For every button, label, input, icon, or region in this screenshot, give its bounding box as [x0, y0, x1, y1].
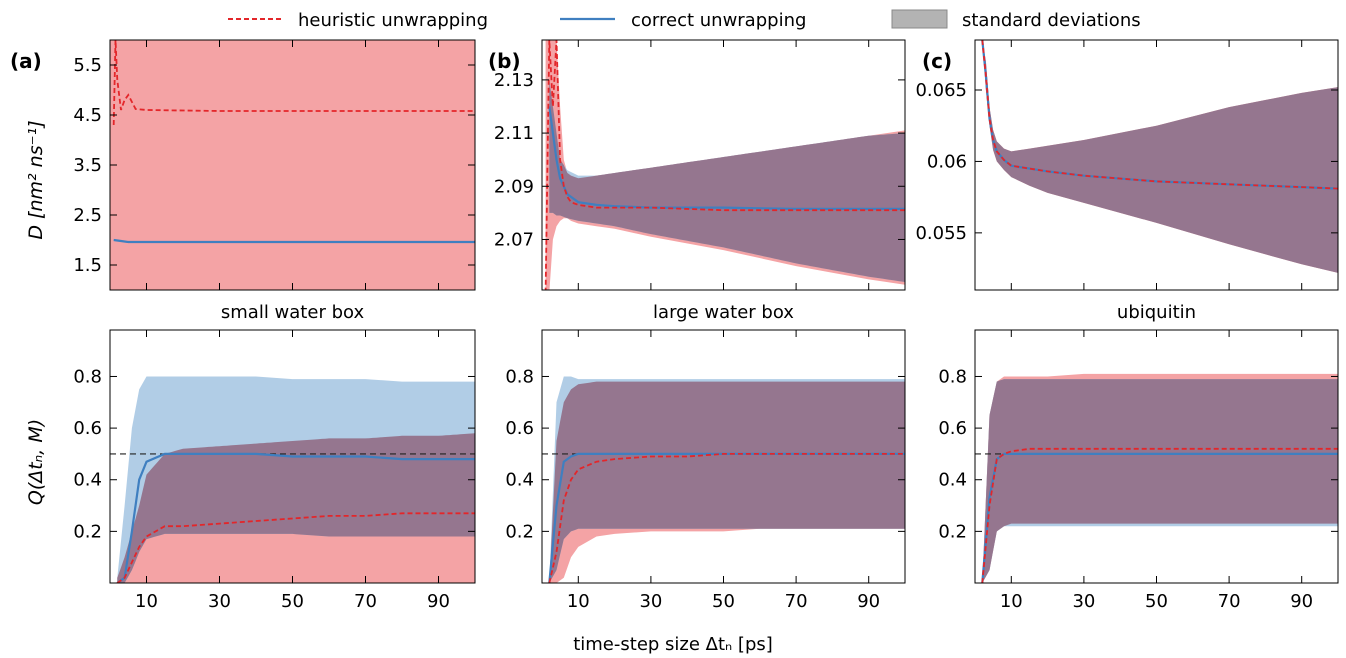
y-tick-label: 0.2	[73, 521, 102, 542]
y-tick-label: 2.13	[494, 70, 534, 91]
y-tick-label: 0.6	[73, 418, 102, 439]
x-tick-label: 50	[712, 591, 735, 612]
panel-letter: (a)	[10, 49, 42, 73]
y-tick-label: 1.5	[73, 255, 102, 276]
overlap-std-band	[982, 40, 1338, 273]
panel-bottom-2: 10 30 50 70 90 0.2 0.4 0.6 0.8 large water box	[505, 302, 906, 612]
heuristic-line	[981, 40, 1338, 190]
x-tick-label: 30	[639, 591, 662, 612]
ylabel-top: D [nm² ns⁻¹]	[25, 120, 47, 239]
x-tick-label: 10	[1000, 591, 1023, 612]
y-tick-label: 0.8	[73, 366, 102, 387]
panel-top-3: 0.055 0.06 0.065 (c)	[915, 39, 1339, 291]
panel-top-2: 2.07 2.09 2.11 2.13(b)	[488, 39, 906, 291]
x-axis-label: time-step size Δtₙ [ps]	[573, 634, 773, 655]
x-tick-label: 90	[857, 591, 880, 612]
panel-bottom-3: 10 30 50 70 90 0.2 0.4 0.6 0.8 ubiquitin	[938, 302, 1339, 612]
y-tick-label: 0.2	[505, 521, 534, 542]
y-tick-label: 0.2	[938, 521, 967, 542]
y-tick-label: 3.5	[73, 155, 102, 176]
x-tick-label: 10	[567, 591, 590, 612]
plot-area	[110, 376, 475, 583]
heuristic-line	[544, 40, 905, 290]
x-tick-label: 90	[427, 591, 450, 612]
y-tick-label: 2.11	[494, 123, 534, 144]
plot-area	[544, 40, 905, 290]
correct-line	[548, 106, 905, 210]
y-tick-label: 0.6	[505, 418, 534, 439]
heuristic-line	[548, 453, 905, 583]
heuristic-line	[116, 512, 475, 583]
ylabel-bottom: Q(Δtₙ, M)	[25, 419, 47, 505]
y-tick-label: 5.5	[73, 55, 102, 76]
plot-area	[542, 376, 905, 583]
legend-heuristic-label: heuristic unwrapping	[298, 10, 488, 31]
y-tick-label: 0.4	[505, 470, 534, 491]
panel-letter: (c)	[922, 49, 952, 73]
x-tick-label: 50	[281, 591, 304, 612]
legend-correct-label: correct unwrapping	[631, 10, 806, 31]
overlap-std-band	[549, 381, 905, 583]
legend-std-label: standard deviations	[962, 10, 1141, 31]
correct-line	[113, 238, 475, 244]
x-tick-label: 30	[208, 591, 231, 612]
x-tick-label: 70	[1218, 591, 1241, 612]
plot-area	[975, 373, 1338, 583]
panel-title: large water box	[653, 302, 794, 323]
legend-std-swatch	[891, 9, 948, 29]
y-tick-label: 0.055	[915, 223, 967, 244]
panel-title: small water box	[221, 302, 365, 323]
y-tick-label: 0.8	[938, 366, 967, 387]
heuristic-std-band	[110, 40, 475, 290]
overlap-std-band	[549, 79, 905, 283]
correct-line	[116, 452, 475, 583]
y-tick-label: 0.6	[938, 418, 967, 439]
x-tick-label: 30	[1072, 591, 1095, 612]
panel-bottom-1: 10 30 50 70 90 0.2 0.4 0.6 0.8 small water box	[73, 302, 476, 612]
heuristic-line	[112, 40, 475, 126]
y-tick-label: 0.8	[505, 366, 534, 387]
x-tick-label: 70	[354, 591, 377, 612]
x-tick-label: 70	[785, 591, 808, 612]
y-tick-label: 2.07	[494, 229, 534, 250]
x-tick-label: 10	[135, 591, 158, 612]
correct-line	[981, 452, 1338, 583]
plot-area	[110, 40, 475, 290]
x-tick-label: 50	[1145, 591, 1168, 612]
panel-title: ubiquitin	[1117, 302, 1196, 323]
overlap-std-band	[982, 379, 1338, 583]
panel-top-1: 1.5 2.5 3.5 4.5 5.5 (a)	[10, 39, 476, 291]
y-tick-label: 2.09	[494, 176, 534, 197]
y-tick-label: 0.065	[915, 80, 967, 101]
legend: heuristic unwrapping correct unwrapping …	[228, 9, 1141, 31]
y-tick-label: 2.5	[73, 205, 102, 226]
x-tick-label: 90	[1290, 591, 1313, 612]
y-tick-label: 0.06	[927, 151, 967, 172]
plot-area	[981, 40, 1338, 273]
y-tick-label: 0.4	[938, 470, 967, 491]
y-tick-label: 4.5	[73, 105, 102, 126]
y-tick-label: 0.4	[73, 470, 102, 491]
overlap-std-band	[117, 433, 475, 583]
panel-letter: (b)	[488, 49, 521, 73]
